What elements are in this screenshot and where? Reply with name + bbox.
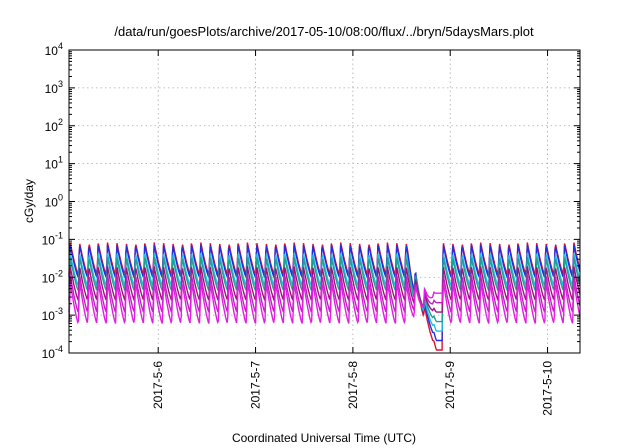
- x-tick-label: 2017-5-9: [443, 361, 457, 409]
- y-tick-label: 10-4: [42, 344, 63, 361]
- x-tick-label: 2017-5-7: [249, 361, 263, 409]
- x-tick-label: 2017-5-8: [346, 361, 360, 409]
- x-axis: 2017-5-6 2017-5-7 2017-5-8 2017-5-9 2017-5-1…: [151, 50, 555, 416]
- series-line: [68, 281, 581, 325]
- x-tick-label: 2017-5-6: [151, 361, 165, 409]
- y-axis-label: cGy/day: [22, 179, 36, 223]
- y-tick-label: 100: [45, 193, 63, 210]
- y-tick-label: 104: [45, 41, 63, 58]
- y-tick-label: 10-2: [42, 268, 63, 285]
- x-tick-label: 2017-5-10: [541, 361, 555, 416]
- x-axis-label: Coordinated Universal Time (UTC): [232, 431, 416, 445]
- series-line: [68, 257, 581, 323]
- series-group: [68, 242, 581, 351]
- series-line: [68, 252, 581, 332]
- series-line: [68, 266, 581, 313]
- y-tick-label: 10-1: [42, 230, 63, 247]
- chart-title: /data/run/goesPlots/archive/2017-05-10/0…: [114, 24, 534, 39]
- series-line: [68, 274, 581, 313]
- y-axis: 10-4 10-3 10-2 10-1 100 101 102 103 104: [42, 41, 580, 361]
- y-tick-label: 10-3: [42, 306, 63, 323]
- series-line: [68, 244, 581, 342]
- y-tick-label: 101: [45, 155, 63, 172]
- y-tick-label: 102: [45, 117, 63, 134]
- y-tick-label: 103: [45, 79, 63, 96]
